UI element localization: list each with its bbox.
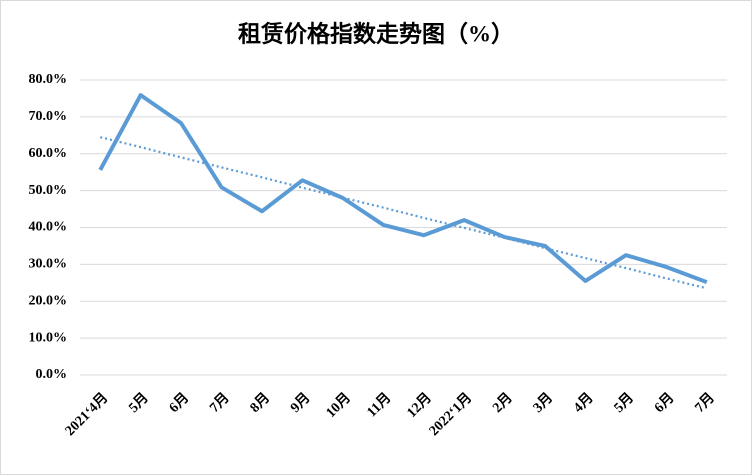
- y-tick-label: 0.0%: [36, 367, 68, 382]
- y-tick-label: 20.0%: [29, 293, 68, 308]
- chart-title: 租赁价格指数走势图（%）: [238, 20, 514, 46]
- y-tick-label: 50.0%: [29, 183, 68, 198]
- trend-line: [99, 136, 708, 290]
- y-tick-label: 70.0%: [29, 109, 68, 124]
- y-tick-label: 10.0%: [29, 330, 68, 345]
- y-tick-label: 80.0%: [29, 72, 68, 87]
- y-tick-label: 60.0%: [29, 146, 68, 161]
- y-tick-label: 40.0%: [29, 220, 68, 235]
- y-tick-label: 30.0%: [29, 257, 68, 272]
- line: [98, 93, 708, 284]
